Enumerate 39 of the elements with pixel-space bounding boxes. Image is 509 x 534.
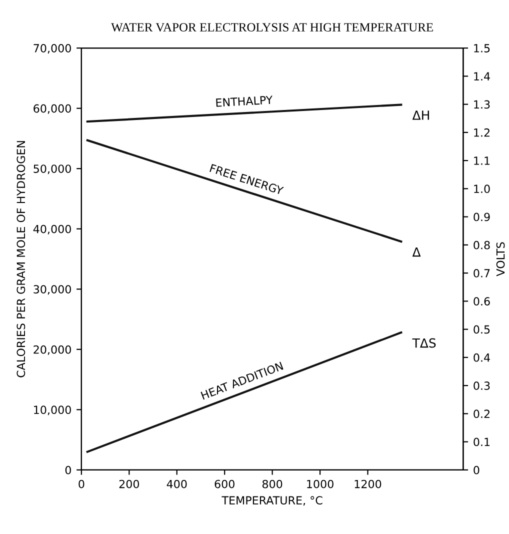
x-tick-label: 600 (214, 480, 234, 488)
y2-tick-label: 0.9 (474, 212, 490, 222)
y-axis-title: CALORIES PER GRAM MOLE OF HYDROGEN (16, 141, 26, 378)
annotation: Δ (412, 247, 421, 257)
y-tick-label: 40,000 (33, 224, 71, 234)
y-tick-label: 20,000 (34, 345, 71, 355)
annotation: ΔH (412, 110, 429, 120)
y2-tick-label: 0.2 (474, 410, 490, 418)
y-tick-label: 10,000 (34, 406, 71, 416)
y2-tick-label: 0.1 (474, 438, 490, 446)
y2-axis-title: VOLTS (496, 242, 505, 276)
y-tick-label: 60,000 (34, 104, 71, 114)
y2-tick-label: 1.3 (474, 100, 490, 109)
y2-tick-label: 1.1 (474, 156, 490, 165)
y-tick-label: 70,000 (34, 44, 71, 54)
y2-tick-label: 0.8 (474, 240, 490, 250)
x-tick-label: 1200 (354, 480, 382, 488)
y-tick-label: 0 (65, 466, 71, 474)
y2-tick-label: 0 (474, 466, 480, 474)
annotation: TΔS (412, 338, 436, 348)
chart-title: WATER VAPOR ELECTROLYSIS AT HIGH TEMPERATURE (111, 23, 433, 32)
y-tick-label: 30,000 (34, 285, 71, 295)
y2-tick-label: 0.4 (474, 353, 490, 362)
y-tick-label: 50,000 (34, 164, 71, 174)
x-tick-label: 400 (166, 480, 187, 488)
x-tick-label: 800 (262, 480, 282, 488)
x-tick-label: 0 (78, 480, 84, 488)
y2-tick-label: 0.3 (474, 382, 490, 390)
x-axis-title: TEMPERATURE, °C (222, 496, 322, 506)
x-tick-label: 1000 (307, 480, 334, 488)
y2-tick-label: 0.5 (474, 325, 490, 334)
y2-tick-label: 1.2 (474, 128, 490, 137)
y2-tick-label: 1.4 (474, 72, 490, 80)
y2-tick-label: 0.6 (474, 297, 490, 306)
x-tick-label: 200 (119, 480, 140, 488)
y2-tick-label: 1.0 (474, 184, 490, 194)
y2-tick-label: 0.7 (474, 269, 490, 278)
series-label: ENTHALPY (216, 96, 273, 107)
y2-tick-label: 1.5 (474, 44, 490, 52)
